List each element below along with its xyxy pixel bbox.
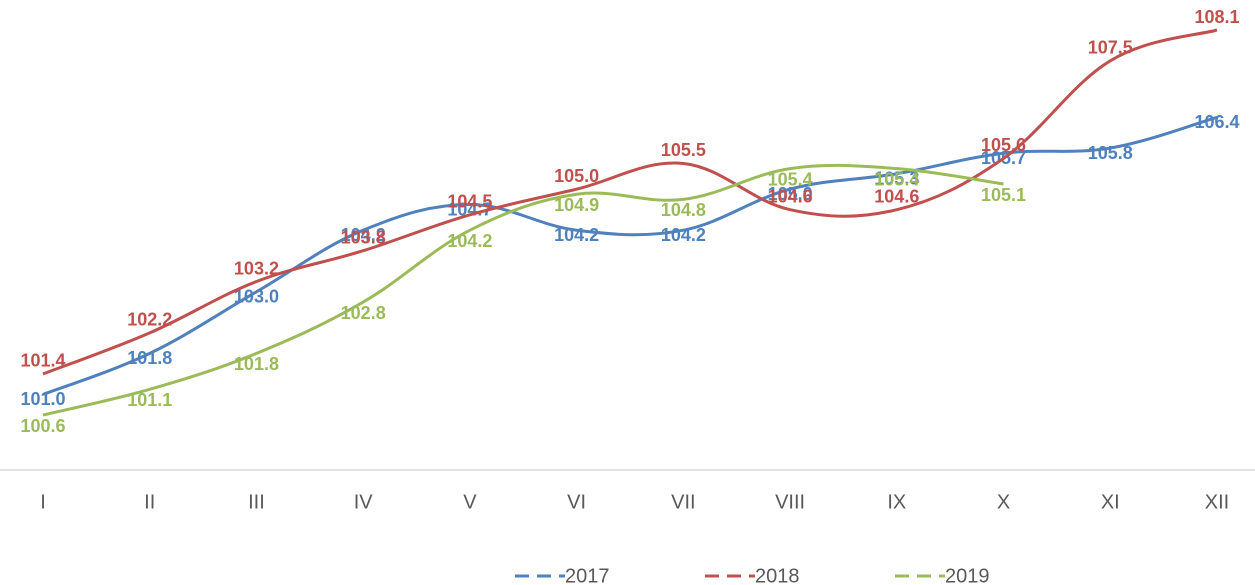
x-tick-label: XI bbox=[1101, 491, 1120, 513]
data-label: 104.5 bbox=[447, 192, 492, 212]
data-label: 104.9 bbox=[554, 195, 599, 215]
data-label: 104.2 bbox=[341, 225, 386, 245]
data-label: 103.2 bbox=[234, 258, 279, 278]
data-label: 104.7 bbox=[447, 199, 492, 219]
x-tick-label: II bbox=[144, 491, 155, 513]
data-label: 106.4 bbox=[1194, 112, 1239, 132]
data-label: 102.2 bbox=[127, 310, 172, 330]
x-tick-label: I bbox=[40, 491, 46, 513]
data-label: 104.2 bbox=[447, 231, 492, 251]
line bbox=[42, 115, 1218, 396]
x-tick-label: V bbox=[463, 491, 477, 513]
x-tick-label: III bbox=[248, 491, 265, 513]
data-label: 105.1 bbox=[981, 185, 1026, 205]
data-label: 103.8 bbox=[341, 227, 386, 247]
data-label: 105.5 bbox=[661, 140, 706, 160]
legend-label: 2019 bbox=[945, 565, 990, 585]
data-label: 105.0 bbox=[768, 184, 813, 204]
data-label: 101.1 bbox=[127, 390, 172, 410]
data-label: 100.6 bbox=[20, 416, 65, 436]
data-label: 104.8 bbox=[661, 200, 706, 220]
data-label: 105.4 bbox=[768, 169, 813, 189]
data-label: 105.0 bbox=[554, 166, 599, 186]
data-label: 105.6 bbox=[981, 135, 1026, 155]
x-tick-label: IV bbox=[354, 491, 374, 513]
data-label: 101.8 bbox=[127, 348, 172, 368]
x-tick-label: VII bbox=[671, 491, 695, 513]
data-label: 105.8 bbox=[1088, 143, 1133, 163]
data-label: 104.2 bbox=[554, 225, 599, 245]
data-label: 101.4 bbox=[20, 351, 65, 371]
data-label: 103.0 bbox=[234, 287, 279, 307]
x-tick-label: X bbox=[997, 491, 1010, 513]
data-label: 105.3 bbox=[874, 168, 919, 188]
data-label: 101.0 bbox=[20, 389, 65, 409]
data-label: 105.4 bbox=[874, 169, 919, 189]
legend-label: 2018 bbox=[755, 565, 800, 585]
x-tick-label: XII bbox=[1205, 491, 1229, 513]
x-tick-label: VIII bbox=[775, 491, 805, 513]
data-label: 104.6 bbox=[874, 186, 919, 206]
x-tick-label: VI bbox=[567, 491, 586, 513]
data-label: 104.2 bbox=[661, 225, 706, 245]
legend-label: 2017 bbox=[565, 565, 610, 585]
data-label: 104.6 bbox=[768, 186, 813, 206]
data-label: 101.8 bbox=[234, 354, 279, 374]
x-tick-label: IX bbox=[887, 491, 906, 513]
data-label: 102.8 bbox=[341, 303, 386, 323]
data-label: 107.5 bbox=[1088, 38, 1133, 58]
line bbox=[42, 163, 1004, 417]
line bbox=[42, 28, 1218, 376]
data-label: 108.1 bbox=[1194, 7, 1239, 27]
